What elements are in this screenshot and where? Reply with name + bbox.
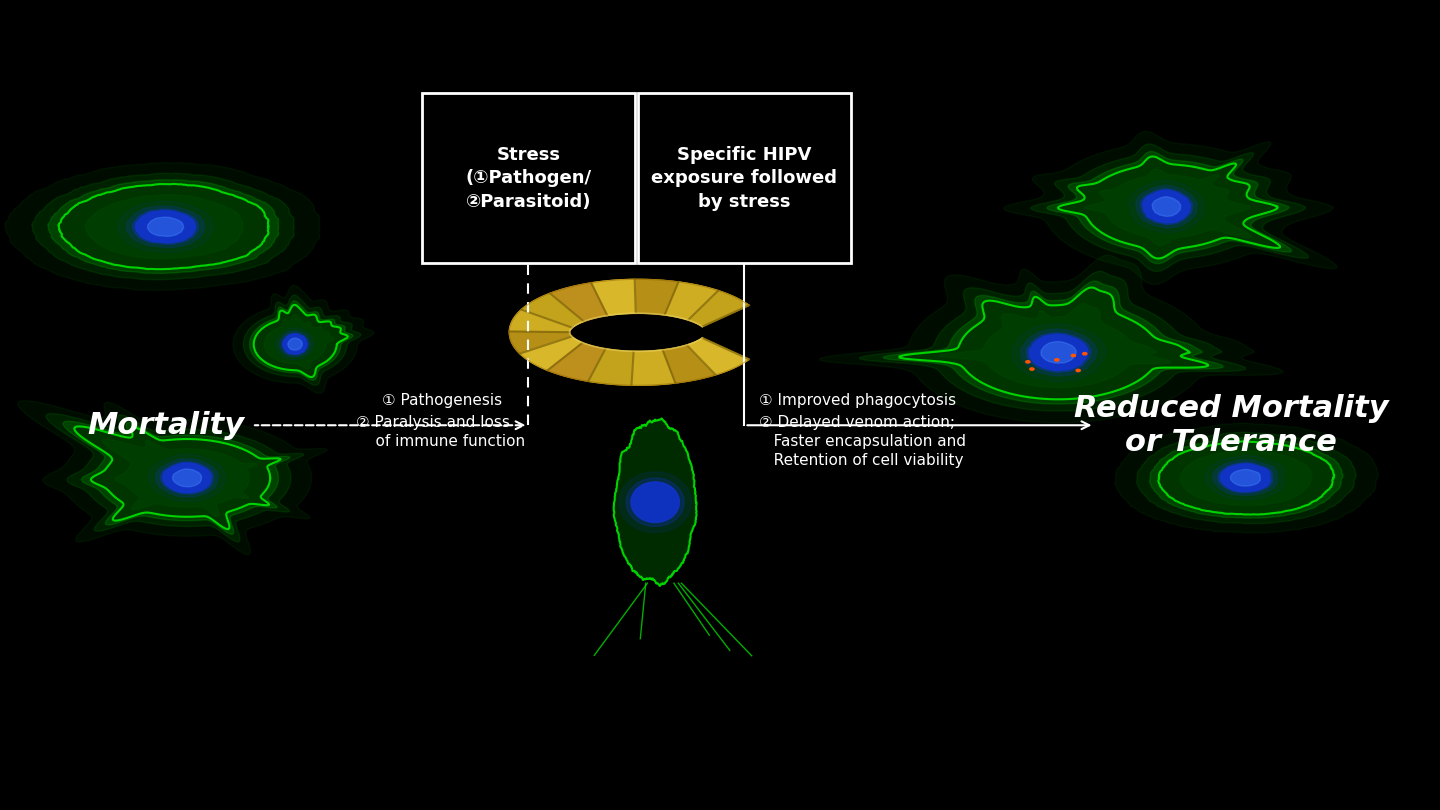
Polygon shape: [613, 419, 697, 586]
Polygon shape: [688, 291, 749, 326]
Polygon shape: [510, 309, 572, 332]
Polygon shape: [1140, 189, 1192, 224]
Text: ② Delayed venom action;
   Faster encapsulation and
   Retention of cell viabili: ② Delayed venom action; Faster encapsula…: [759, 415, 966, 468]
Text: ① Pathogenesis: ① Pathogenesis: [382, 393, 501, 408]
Polygon shape: [163, 463, 212, 492]
Circle shape: [1076, 369, 1080, 372]
Polygon shape: [46, 414, 304, 542]
Circle shape: [1054, 359, 1058, 361]
Polygon shape: [1158, 441, 1335, 514]
Polygon shape: [635, 279, 678, 315]
Polygon shape: [1142, 190, 1191, 223]
Polygon shape: [156, 458, 219, 497]
Polygon shape: [1205, 455, 1284, 500]
Polygon shape: [63, 421, 289, 535]
Polygon shape: [17, 401, 327, 555]
Polygon shape: [264, 315, 334, 369]
Polygon shape: [1220, 464, 1270, 492]
Text: ② Paralysis and loss
    of immune function: ② Paralysis and loss of immune function: [356, 415, 524, 449]
Polygon shape: [1115, 423, 1378, 533]
Polygon shape: [279, 330, 311, 357]
Polygon shape: [520, 336, 583, 370]
Polygon shape: [127, 206, 204, 248]
Polygon shape: [1084, 169, 1251, 245]
Polygon shape: [939, 304, 1171, 387]
Polygon shape: [665, 282, 719, 320]
Circle shape: [1083, 352, 1087, 355]
Polygon shape: [147, 217, 184, 237]
Polygon shape: [1012, 323, 1106, 382]
Polygon shape: [626, 478, 684, 526]
Polygon shape: [662, 345, 716, 383]
Polygon shape: [1136, 185, 1198, 228]
Polygon shape: [1041, 342, 1076, 363]
Circle shape: [1030, 368, 1034, 370]
Polygon shape: [118, 201, 213, 253]
Text: ① Improved phagocytosis: ① Improved phagocytosis: [759, 393, 956, 408]
Text: Specific HIPV
exposure followed
by stress: Specific HIPV exposure followed by stres…: [651, 146, 838, 211]
Polygon shape: [275, 328, 314, 360]
Polygon shape: [632, 350, 675, 386]
Text: Reduced Mortality
or Tolerance: Reduced Mortality or Tolerance: [1074, 394, 1388, 457]
Circle shape: [1025, 360, 1030, 363]
Polygon shape: [288, 338, 302, 350]
Polygon shape: [1218, 463, 1273, 492]
Polygon shape: [59, 184, 268, 269]
Polygon shape: [1212, 459, 1277, 496]
Polygon shape: [1004, 131, 1336, 284]
Polygon shape: [1021, 329, 1097, 376]
FancyBboxPatch shape: [638, 93, 851, 263]
Polygon shape: [160, 462, 213, 494]
Polygon shape: [1031, 144, 1309, 271]
Polygon shape: [75, 426, 281, 529]
Polygon shape: [510, 279, 749, 386]
Polygon shape: [135, 211, 196, 243]
Polygon shape: [102, 439, 258, 516]
Polygon shape: [85, 194, 243, 258]
FancyBboxPatch shape: [422, 93, 635, 263]
Text: Stress
(①Pathogen/
②Parasitoid): Stress (①Pathogen/ ②Parasitoid): [465, 146, 592, 211]
Polygon shape: [132, 209, 199, 245]
Polygon shape: [1152, 197, 1181, 216]
Polygon shape: [619, 472, 691, 532]
Polygon shape: [249, 301, 353, 381]
Polygon shape: [1058, 156, 1280, 258]
Polygon shape: [148, 454, 226, 501]
Polygon shape: [589, 349, 634, 386]
Polygon shape: [173, 469, 202, 487]
Polygon shape: [243, 295, 361, 386]
Polygon shape: [631, 482, 680, 522]
Text: Mortality: Mortality: [86, 411, 245, 440]
Polygon shape: [592, 279, 635, 315]
Polygon shape: [819, 255, 1283, 423]
Polygon shape: [233, 285, 374, 394]
Polygon shape: [521, 293, 583, 328]
Polygon shape: [1230, 470, 1260, 486]
Polygon shape: [48, 180, 279, 274]
Polygon shape: [1030, 335, 1089, 370]
Polygon shape: [4, 163, 320, 291]
Polygon shape: [32, 173, 294, 279]
Polygon shape: [1149, 437, 1344, 518]
Polygon shape: [1129, 181, 1205, 232]
Circle shape: [1071, 354, 1076, 356]
Polygon shape: [900, 288, 1208, 399]
Polygon shape: [860, 271, 1246, 411]
Polygon shape: [253, 305, 347, 377]
Polygon shape: [282, 334, 307, 354]
Polygon shape: [884, 281, 1223, 404]
Polygon shape: [550, 283, 608, 322]
Polygon shape: [1027, 332, 1092, 373]
Polygon shape: [1047, 151, 1292, 264]
Polygon shape: [1136, 433, 1356, 524]
Polygon shape: [687, 338, 749, 375]
Polygon shape: [510, 331, 572, 354]
Polygon shape: [547, 343, 605, 382]
Polygon shape: [1181, 450, 1312, 505]
Polygon shape: [282, 333, 308, 355]
